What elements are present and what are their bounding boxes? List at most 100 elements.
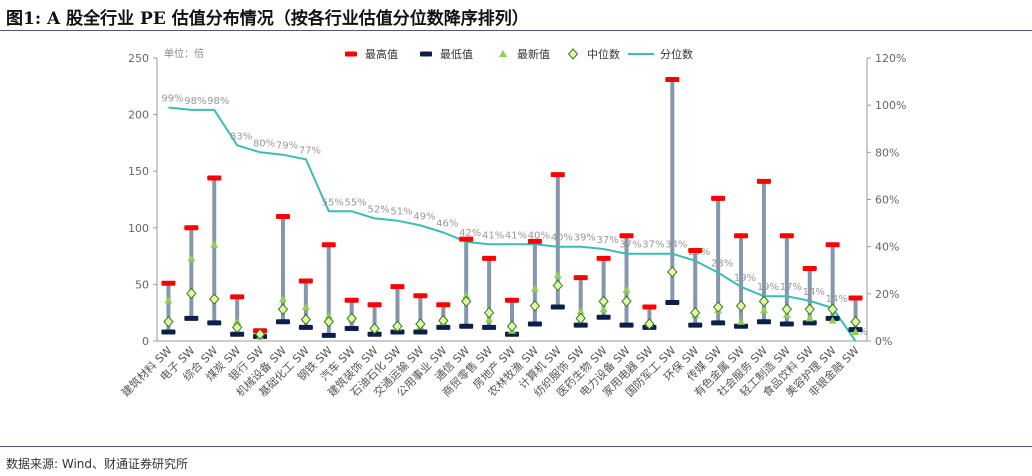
- max-marker: [619, 233, 634, 239]
- latest-marker: [278, 295, 287, 303]
- latest-marker: [301, 303, 310, 311]
- min-marker: [573, 322, 588, 328]
- latest-marker: [164, 296, 173, 304]
- legend-label-pct: 分位数: [660, 47, 693, 61]
- percentile-label: 39%: [574, 233, 596, 244]
- percentile-label: 52%: [367, 204, 389, 215]
- median-marker: [621, 295, 632, 308]
- percentile-label: 0%: [852, 327, 868, 338]
- max-marker: [275, 213, 290, 219]
- left-axis-tick-label: 100: [128, 222, 149, 235]
- value-markers: [161, 77, 863, 340]
- median-marker: [712, 301, 724, 313]
- percentile-labels: 99% 98% 98%83%80% 79% 77%55% 55%52% 51% 49%46%4…: [161, 94, 867, 338]
- median-marker: [529, 300, 541, 312]
- latest-marker: [599, 305, 608, 313]
- percentile-label: 49%: [413, 211, 435, 222]
- right-axis-tick-label: 80%: [875, 146, 899, 159]
- footer-rule: [0, 446, 1032, 447]
- right-axis-tick-label: 120%: [875, 52, 906, 65]
- latest-marker: [485, 315, 494, 323]
- max-marker: [298, 278, 313, 284]
- median-marker: [346, 312, 357, 325]
- percentile-label: 37%: [596, 235, 618, 246]
- median-marker: [438, 314, 449, 327]
- min-marker: [756, 319, 771, 325]
- max-marker: [734, 233, 749, 239]
- legend: 最高值 最低值 最新值 中位数 分位数: [345, 47, 693, 61]
- latest-marker: [210, 240, 219, 248]
- percentile-label: 42%: [459, 228, 481, 239]
- percentile-label: 14%: [826, 294, 848, 305]
- right-axis-tick-labels: 0% 20% 40% 60% 80% 100% 120%: [867, 52, 906, 348]
- min-marker: [413, 329, 428, 335]
- max-marker: [848, 295, 863, 301]
- percentile-label: 14%: [803, 287, 825, 298]
- right-axis-tick-label: 100%: [875, 99, 906, 112]
- min-marker: [344, 326, 359, 332]
- unit-label: 单位：倍: [164, 47, 204, 60]
- median-marker: [461, 295, 472, 308]
- median-marker: [758, 295, 770, 308]
- max-marker: [756, 178, 771, 184]
- max-marker: [642, 304, 657, 310]
- percentile-line: [168, 106, 857, 342]
- min-marker: [230, 331, 245, 337]
- percentile-line-layer: [168, 106, 857, 342]
- median-marker: [506, 320, 518, 333]
- min-marker: [207, 320, 222, 326]
- median-marker: [369, 322, 380, 335]
- latest-marker: [851, 327, 860, 335]
- right-axis-tick-label: 60%: [875, 194, 899, 207]
- min-marker: [482, 324, 497, 330]
- percentile-label: 37%: [642, 240, 664, 251]
- pe-distribution-chart: 0 50 100 150 200 250 0% 20% 40% 60% 80% 100% 120% 9…: [118, 47, 906, 399]
- median-marker: [186, 287, 197, 300]
- legend-swatch-max: [345, 51, 357, 57]
- legend-label-median: 中位数: [587, 47, 620, 61]
- percentile-label: 98%: [184, 96, 206, 107]
- min-marker: [161, 329, 176, 335]
- source-note: 数据来源: Wind、财通证券研究所: [6, 457, 189, 471]
- median-marker: [690, 306, 701, 319]
- median-marker: [277, 303, 289, 316]
- left-axis-tick-label: 200: [128, 109, 149, 122]
- max-marker: [184, 225, 199, 231]
- percentile-label: 77%: [299, 145, 321, 156]
- median-marker: [392, 320, 403, 333]
- percentile-label: 40%: [551, 233, 573, 244]
- right-axis-tick-label: 40%: [875, 241, 899, 254]
- percentile-label: 41%: [482, 230, 504, 241]
- left-axis-tick-label: 250: [128, 52, 149, 65]
- percentile-label: 19%: [734, 273, 756, 284]
- max-marker: [344, 297, 359, 303]
- latest-marker: [324, 312, 333, 320]
- median-marker: [552, 279, 563, 292]
- median-marker: [163, 316, 174, 328]
- percentile-label: 37%: [619, 240, 641, 251]
- median-marker: [483, 306, 495, 319]
- right-axis-tick-label: 20%: [875, 288, 899, 301]
- min-marker: [734, 323, 749, 329]
- min-marker: [619, 322, 634, 328]
- percentile-label: 79%: [276, 141, 298, 152]
- legend-label-max: 最高值: [365, 47, 398, 61]
- left-axis-tick-label: 150: [128, 165, 149, 178]
- right-axis-tick-label: 0%: [875, 335, 892, 348]
- min-marker: [711, 320, 726, 326]
- latest-marker: [462, 291, 471, 299]
- left-axis-tick-labels: 0 50 100 150 200 250: [128, 52, 157, 348]
- max-marker: [436, 302, 451, 308]
- latest-marker: [576, 307, 585, 315]
- median-marker: [231, 321, 243, 334]
- max-marker: [527, 238, 542, 244]
- percentile-label: 41%: [505, 230, 527, 241]
- latest-marker: [187, 254, 196, 262]
- max-marker: [596, 255, 611, 261]
- latest-marker: [530, 284, 539, 292]
- latest-marker: [622, 286, 631, 294]
- median-marker: [254, 328, 266, 340]
- max-marker: [711, 195, 726, 201]
- max-marker: [825, 242, 840, 248]
